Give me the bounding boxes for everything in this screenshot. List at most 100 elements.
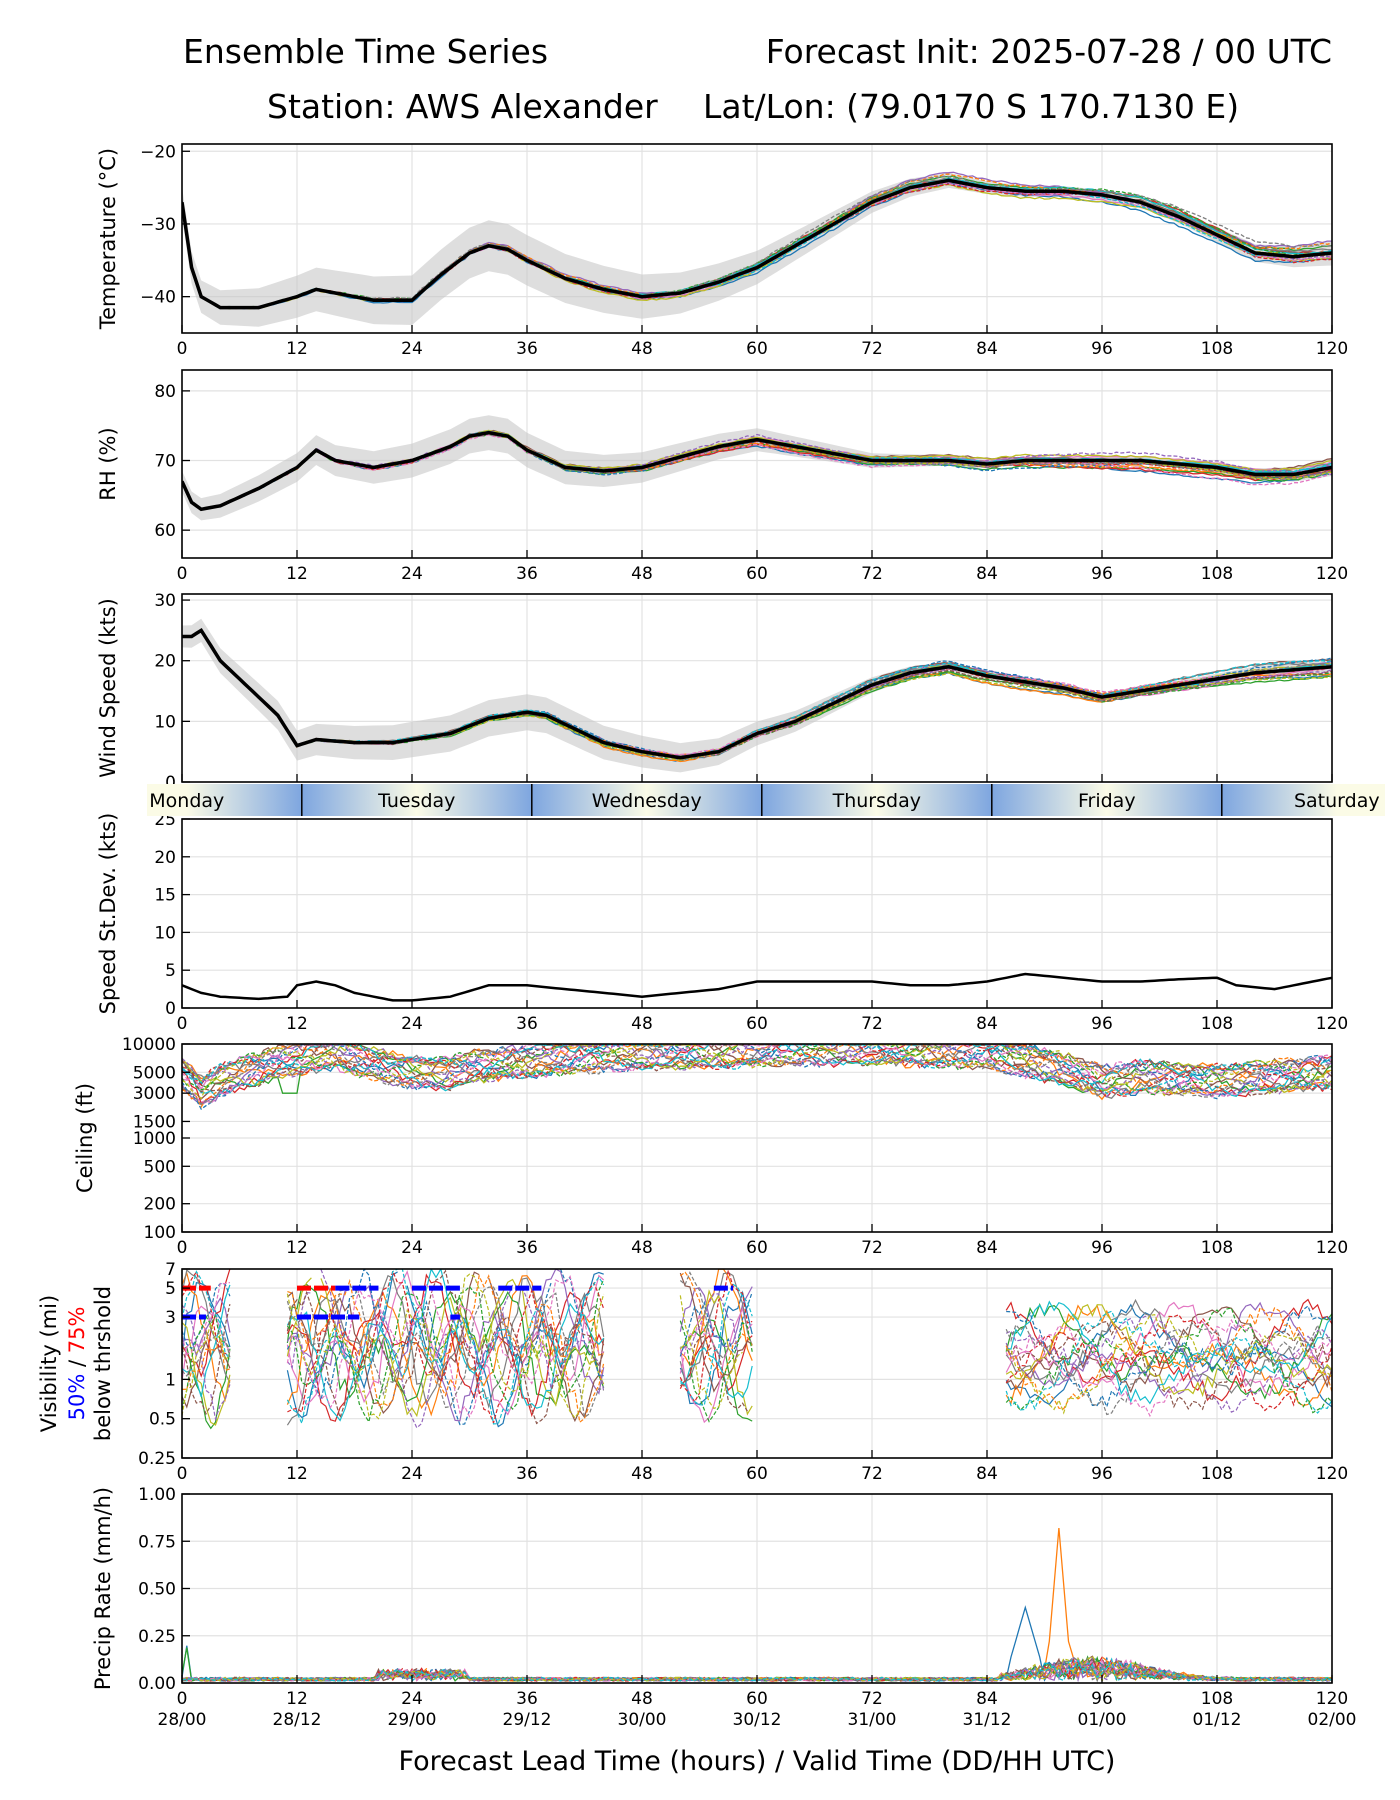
x-tick-label: 84 bbox=[976, 1689, 998, 1709]
x-tick-label: 60 bbox=[746, 1689, 768, 1709]
x-tick-label: 108 bbox=[1201, 1238, 1233, 1258]
y-tick-label: 20 bbox=[154, 652, 176, 672]
member-line bbox=[1005, 1306, 1332, 1410]
x-tick-label: 12 bbox=[286, 1238, 308, 1258]
member-line bbox=[1005, 1307, 1332, 1414]
member-line bbox=[182, 1656, 1332, 1682]
valid-time-label: 31/00 bbox=[848, 1710, 897, 1730]
member-line bbox=[182, 1277, 753, 1426]
y-tick-label: 3000 bbox=[133, 1084, 176, 1104]
x-tick-label: 12 bbox=[286, 339, 308, 359]
day-strip: Monday Tuesday Wednesday Thursday Friday Satu… bbox=[147, 784, 1385, 816]
y-tick-label: 7 bbox=[165, 1260, 176, 1280]
member-line bbox=[1005, 1298, 1332, 1402]
x-tick-label: 108 bbox=[1201, 564, 1233, 584]
valid-time-label: 29/00 bbox=[388, 1710, 437, 1730]
x-tick-label: 48 bbox=[631, 1014, 653, 1034]
member-line bbox=[1005, 1301, 1332, 1397]
x-tick-label: 60 bbox=[746, 339, 768, 359]
plot-area bbox=[182, 171, 1332, 327]
y-tick-label: 200 bbox=[144, 1195, 176, 1215]
panel-wind_speed: 010203001224364860728496108120Wind Speed… bbox=[96, 591, 1348, 808]
x-tick-label: 36 bbox=[516, 564, 538, 584]
member-line bbox=[182, 1044, 1332, 1111]
x-axis-label: Forecast Lead Time (hours) / Valid Time … bbox=[399, 1746, 1116, 1777]
y-tick-label: 5000 bbox=[133, 1063, 176, 1083]
y-tick-label: 3 bbox=[165, 1308, 176, 1328]
day-label: Tuesday bbox=[377, 790, 455, 812]
y-axis-label: Temperature (°C) bbox=[96, 148, 120, 330]
y-tick-label: 1 bbox=[165, 1370, 176, 1390]
x-tick-label: 60 bbox=[746, 1014, 768, 1034]
day-label: Saturday bbox=[1294, 790, 1380, 812]
member-line bbox=[1005, 1322, 1332, 1416]
valid-time-label: 28/12 bbox=[273, 1710, 322, 1730]
y-tick-label: 10 bbox=[154, 712, 176, 732]
member-line bbox=[182, 1044, 1332, 1105]
x-tick-label: 24 bbox=[401, 1014, 423, 1034]
valid-time-label: 31/12 bbox=[963, 1710, 1012, 1730]
x-tick-label: 84 bbox=[976, 564, 998, 584]
day-label: Friday bbox=[1078, 790, 1136, 812]
y-axis-label: Ceiling (ft) bbox=[73, 1083, 97, 1193]
label-75pct: 75% bbox=[65, 1307, 89, 1354]
member-line bbox=[182, 1044, 1332, 1105]
spread-band bbox=[182, 618, 1332, 773]
member-line bbox=[182, 175, 1332, 309]
y-tick-label: 0.5 bbox=[149, 1410, 176, 1430]
x-tick-label: 108 bbox=[1201, 1689, 1233, 1709]
member-line bbox=[182, 1044, 1332, 1100]
x-tick-label: 48 bbox=[631, 564, 653, 584]
member-line bbox=[182, 1656, 1332, 1682]
x-tick-label: 12 bbox=[286, 1689, 308, 1709]
x-tick-label: 24 bbox=[401, 1464, 423, 1484]
member-line bbox=[182, 1269, 748, 1425]
x-tick-label: 84 bbox=[976, 1014, 998, 1034]
y-tick-label: 0.75 bbox=[138, 1532, 176, 1552]
member-line bbox=[182, 1269, 753, 1422]
station-latlon: Lat/Lon: (79.0170 S 170.7130 E) bbox=[703, 87, 1239, 126]
x-tick-label: 84 bbox=[976, 339, 998, 359]
member-line bbox=[1005, 1313, 1332, 1412]
panel-precip: 0.00 0.25 0.50 0.75 1.00 0 12 24 36 48 60 72 84 96 108… bbox=[91, 1485, 1357, 1730]
y-tick-label: 15 bbox=[154, 886, 176, 906]
x-tick-label: 36 bbox=[516, 1689, 538, 1709]
plot-area bbox=[182, 415, 1332, 521]
x-tick-label: 60 bbox=[746, 1238, 768, 1258]
y-axis-label: RH (%) bbox=[96, 427, 120, 500]
x-tick-label: 108 bbox=[1201, 1014, 1233, 1034]
plot-area bbox=[182, 1044, 1332, 1111]
x-tick-label: 120 bbox=[1316, 339, 1348, 359]
x-tick-label: 36 bbox=[516, 339, 538, 359]
x-tick-label: 72 bbox=[861, 1689, 883, 1709]
x-tick-label: 72 bbox=[861, 564, 883, 584]
x-tick-label: 24 bbox=[401, 564, 423, 584]
member-line bbox=[1005, 1318, 1332, 1418]
y-axis-label-pct: 50% / 75% bbox=[65, 1307, 89, 1421]
y-tick-label: 1000 bbox=[133, 1129, 176, 1149]
member-line bbox=[182, 1655, 1332, 1683]
x-tick-label: 48 bbox=[631, 1238, 653, 1258]
x-tick-label: 12 bbox=[286, 564, 308, 584]
y-tick-label: 100 bbox=[144, 1223, 176, 1243]
member-line bbox=[182, 1271, 753, 1428]
x-tick-label: 72 bbox=[861, 339, 883, 359]
y-tick-label: 20 bbox=[154, 848, 176, 868]
x-tick-label: 24 bbox=[401, 1238, 423, 1258]
x-tick-label: 24 bbox=[401, 1689, 423, 1709]
label-sep: / bbox=[65, 1353, 89, 1373]
figure-title: Ensemble Time Series bbox=[183, 32, 548, 71]
panel-visibility: 0.25 0.5 1 3 57 0 12 24 36 48 60 72 84 96 108 120 Visibi… bbox=[37, 1260, 1348, 1484]
x-tick-label: 48 bbox=[631, 339, 653, 359]
y-tick-label: 70 bbox=[154, 452, 176, 472]
member-line bbox=[182, 1658, 1332, 1682]
y-tick-label: 10 bbox=[154, 923, 176, 943]
x-tick-label: 108 bbox=[1201, 1464, 1233, 1484]
y-tick-label: −40 bbox=[140, 288, 176, 308]
x-tick-label: 84 bbox=[976, 1464, 998, 1484]
x-tick-label: 96 bbox=[1091, 564, 1113, 584]
y-tick-label: 60 bbox=[154, 521, 176, 541]
ensemble-mean-line bbox=[182, 178, 1332, 310]
